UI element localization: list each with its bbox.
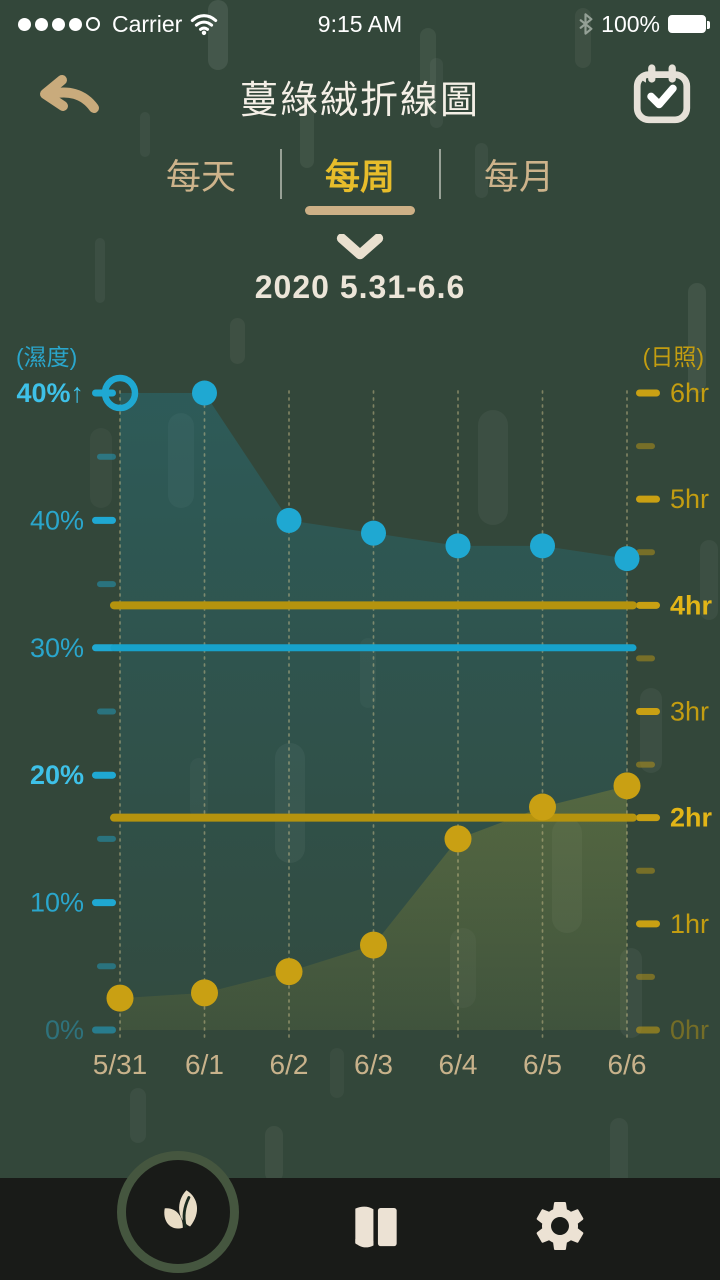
axis-tick xyxy=(636,1026,660,1034)
chevron-down-icon xyxy=(336,233,384,260)
axis-minor-tick xyxy=(636,761,655,768)
calendar-check-icon xyxy=(633,64,691,124)
back-button[interactable] xyxy=(30,64,106,130)
axis-minor-tick xyxy=(636,443,655,450)
sunlight-point xyxy=(360,931,387,959)
humidity-point xyxy=(530,533,555,559)
axis-tick-label: 5hr xyxy=(670,484,709,514)
nav-item-settings[interactable] xyxy=(522,1188,598,1264)
tab-weekly[interactable]: 每周 xyxy=(282,148,439,215)
nav-item-log[interactable] xyxy=(338,1190,414,1266)
axis-minor-tick xyxy=(97,453,116,460)
axis-tick xyxy=(636,495,660,503)
axis-tick-label: 20% xyxy=(30,760,84,790)
axis-minor-tick xyxy=(636,867,655,874)
axis-tick-label: 40%↑ xyxy=(16,378,84,408)
axis-tick xyxy=(636,814,660,822)
axis-tick-label: 10% xyxy=(30,888,84,918)
sunlight-point xyxy=(529,793,556,821)
axis-tick xyxy=(92,899,116,907)
page-title: 蔓綠絨折線圖 xyxy=(239,79,480,122)
axis-tick-label: 2hr xyxy=(670,803,713,833)
axis-minor-tick xyxy=(97,581,116,588)
clock-label: 9:15 AM xyxy=(317,10,403,37)
axis-tick xyxy=(636,389,660,397)
axis-tick xyxy=(92,644,116,652)
tab-monthly[interactable]: 每月 xyxy=(441,148,598,200)
axis-tick-label: 3hr xyxy=(670,697,709,727)
humidity-point xyxy=(192,380,217,406)
battery-percent-label: 100% xyxy=(601,10,660,37)
nav-item-plant-chart[interactable] xyxy=(117,1151,239,1273)
axis-tick-label: 4hr xyxy=(670,590,713,620)
calendar-button[interactable] xyxy=(626,60,698,132)
sunlight-point xyxy=(191,979,218,1007)
bluetooth-icon xyxy=(579,13,593,35)
axis-tick-label: 30% xyxy=(30,633,84,663)
axis-tick xyxy=(92,1026,116,1034)
signal-strength-icon xyxy=(18,17,100,31)
tab-divider xyxy=(279,149,282,199)
axis-tick-label: 6hr xyxy=(670,378,709,408)
x-axis-label: 6/1 xyxy=(185,1049,224,1080)
sunlight-point xyxy=(275,958,303,986)
open-book-icon xyxy=(355,1206,397,1248)
carrier-label: Carrier xyxy=(112,10,183,37)
wifi-icon xyxy=(191,14,218,36)
humidity-point-selected xyxy=(101,374,139,412)
battery-icon xyxy=(668,15,710,33)
axis-tick-label: 40% xyxy=(30,505,84,535)
left-axis-title: (濕度) xyxy=(16,344,77,370)
humidity-point xyxy=(276,507,302,533)
sunlight-point xyxy=(613,772,641,800)
axis-minor-tick xyxy=(97,963,116,970)
humidity-point xyxy=(614,546,640,572)
axis-tick xyxy=(636,601,660,609)
sunlight-point xyxy=(444,825,472,853)
axis-tick-label: 0hr xyxy=(670,1015,709,1045)
x-axis-label: 5/31 xyxy=(93,1049,148,1080)
x-axis-label: 6/4 xyxy=(439,1049,478,1080)
humidity-area xyxy=(120,393,627,1030)
status-bar: Carrier 9:15 AM 100% xyxy=(0,0,720,48)
axis-minor-tick xyxy=(636,549,655,556)
sunlight-point xyxy=(106,984,134,1012)
axis-tick xyxy=(92,771,116,779)
axis-tick xyxy=(92,516,116,524)
axis-tick xyxy=(636,708,660,715)
x-axis-label: 6/6 xyxy=(608,1049,647,1080)
axis-minor-tick xyxy=(636,973,655,980)
period-tabs: 每天 每周 每月 xyxy=(0,148,720,218)
axis-minor-tick xyxy=(97,708,116,715)
axis-tick xyxy=(636,920,660,928)
humidity-point xyxy=(445,533,471,559)
axis-tick-label: 1hr xyxy=(670,909,709,939)
gear-icon xyxy=(536,1202,584,1250)
date-range-label: 2020 5.31-6.6 xyxy=(254,269,466,305)
header: 蔓綠絨折線圖 xyxy=(0,56,720,136)
plant-line-chart[interactable]: (濕度) (日照) 0% 10% 20% 30% 40% 40%↑ 0hr 1hr 2hr 3hr 4h… xyxy=(0,340,720,1120)
humidity-point xyxy=(361,520,386,546)
leaf-icon xyxy=(164,1190,198,1229)
back-arrow-icon xyxy=(40,75,99,113)
x-axis-label: 6/2 xyxy=(270,1049,309,1080)
tab-daily[interactable]: 每天 xyxy=(123,148,280,200)
axis-minor-tick xyxy=(97,835,116,842)
x-axis-label: 6/3 xyxy=(354,1049,393,1080)
bottom-nav xyxy=(0,1151,720,1280)
active-tab-underline xyxy=(305,206,415,215)
x-axis-label: 6/5 xyxy=(523,1049,562,1080)
axis-minor-tick xyxy=(636,655,655,662)
right-axis-title: (日照) xyxy=(643,344,704,370)
tab-divider xyxy=(438,149,441,199)
date-range-selector: 2020 5.31-6.6 xyxy=(0,232,720,306)
axis-tick-label: 0% xyxy=(45,1015,84,1045)
date-dropdown-button[interactable] xyxy=(326,232,394,267)
